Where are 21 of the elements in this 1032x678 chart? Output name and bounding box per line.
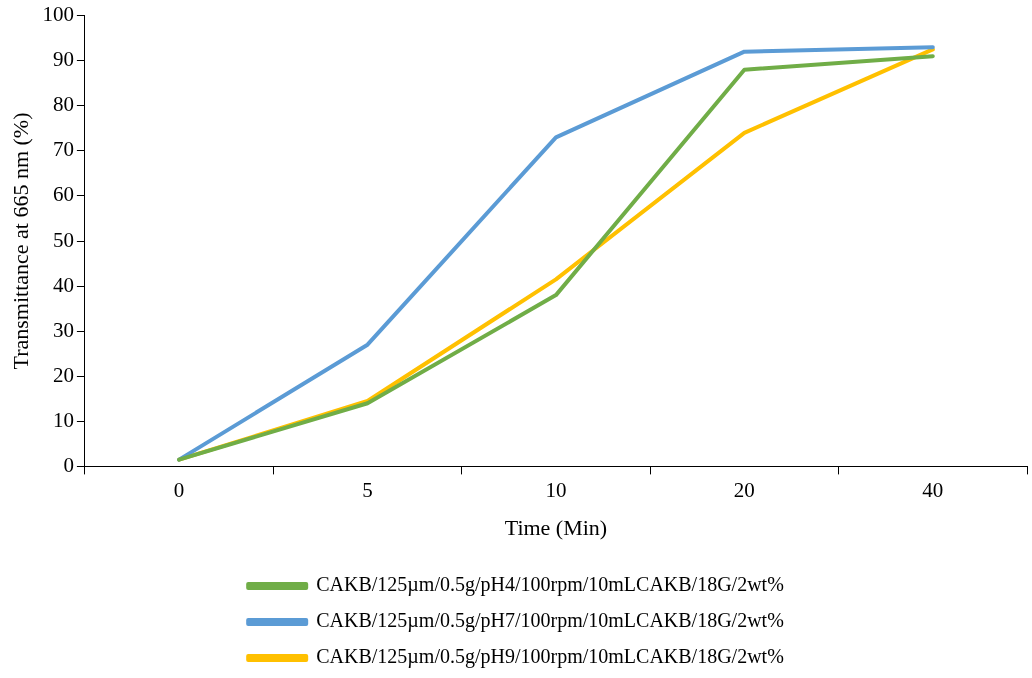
x-tick-label: 40 [922,477,944,502]
y-axis-title: Transmittance at 665 nm (%) [7,112,33,370]
y-tick-label: 30 [52,317,74,342]
legend-label: CAKB/125µm/0.5g/pH9/100rpm/10mLCAKB/18G/2wt% [316,645,784,669]
y-tick-label: 80 [52,92,74,117]
x-tick-label: 20 [733,477,755,502]
x-tick-label: 0 [173,477,185,502]
x-axis-title: Time (Min) [504,514,608,540]
y-tick-label: 100 [42,2,74,27]
y-tick-label: 40 [52,272,74,297]
y-tick-label: 90 [52,47,74,72]
y-tick-label: 10 [52,407,74,432]
legend-label: CAKB/125µm/0.5g/pH4/100rpm/10mLCAKB/18G/2wt% [316,573,784,597]
y-tick-label: 20 [52,362,74,387]
x-tick-label: 10 [545,477,567,502]
y-tick-label: 60 [52,182,74,207]
legend-label: CAKB/125µm/0.5g/pH7/100rpm/10mLCAKB/18G/2wt% [316,609,784,633]
y-tick-label: 0 [63,452,74,477]
y-tick-label: 50 [52,227,74,252]
x-tick-label: 5 [362,477,373,502]
y-tick-label: 70 [52,137,74,162]
